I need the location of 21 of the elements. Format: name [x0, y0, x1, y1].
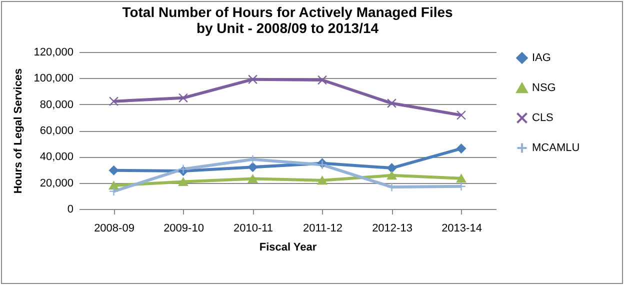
x-tick-label: 2012-13	[372, 222, 412, 234]
text: by Unit - 2008/09 to 2013/14	[196, 20, 379, 36]
legend-label: MCAMLU	[532, 142, 580, 154]
y-tick-label: 20,000	[40, 177, 74, 190]
y-tick-label: 120,000	[34, 46, 74, 58]
x-tick-label: 2008-09	[94, 222, 134, 234]
text: Total Number of Hours for Actively Managed Files	[122, 4, 453, 20]
y-tick-label: 0	[67, 204, 74, 216]
x-tick-label: 2010-11	[233, 222, 274, 234]
legend-label: CLS	[532, 112, 554, 124]
x-tick-label: 2009-10	[164, 222, 204, 234]
y-tick-label: 40,000	[40, 151, 74, 164]
x-tick-label: 2011-12	[302, 222, 343, 234]
legend-label: IAG	[532, 52, 551, 64]
legend-label: NSG	[532, 82, 556, 94]
y-tick-label: 60,000	[40, 125, 74, 137]
x-axis-title: Fiscal Year	[259, 242, 318, 254]
y-tick-label: 80,000	[40, 98, 74, 111]
x-tick-label: 2013-14	[442, 222, 482, 234]
y-tick-label: 100,000	[34, 72, 74, 85]
y-axis-title: Hours of Legal Services	[12, 68, 25, 194]
